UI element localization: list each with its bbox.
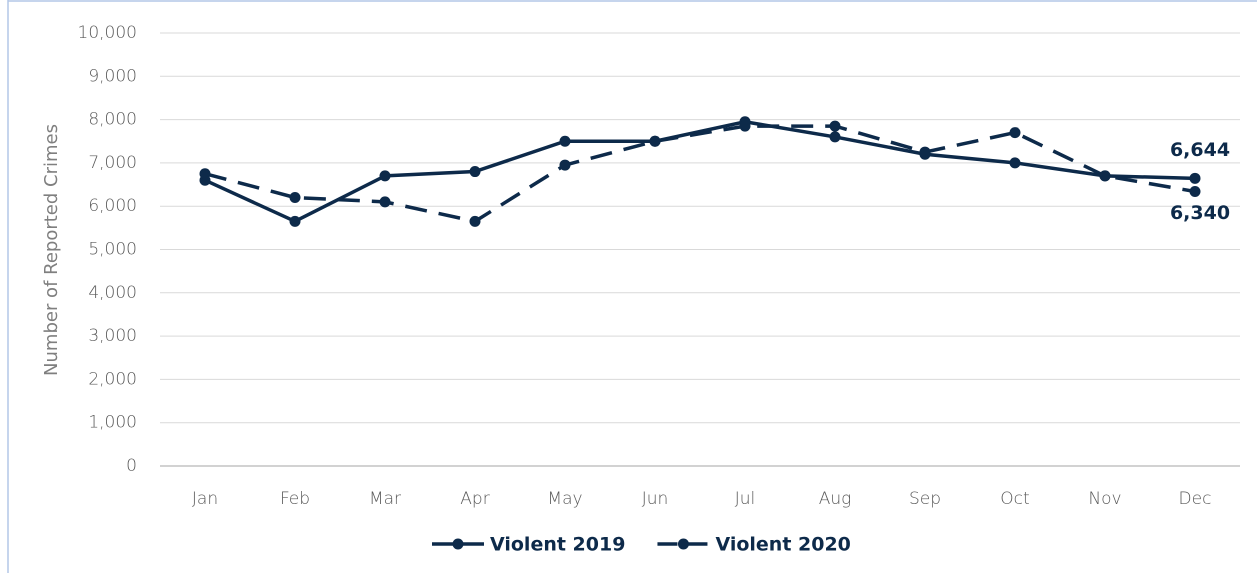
point [559,135,571,147]
point [289,215,301,227]
legend-marker [452,538,464,550]
y-tick-label: 6,000 [88,196,137,216]
point [289,192,301,204]
x-tick-label: Apr [460,489,489,509]
y-tick-label: 9,000 [88,66,137,86]
x-tick-label: May [547,489,582,509]
x-tick-label: Oct [1000,489,1029,509]
point [1009,127,1021,139]
point [1189,172,1201,184]
point [1189,185,1201,197]
point [469,166,481,178]
point [649,135,661,147]
x-tick-label: Sep [909,489,941,509]
y-tick-label: 4,000 [88,283,137,303]
point [829,131,841,143]
y-tick-label: 8,000 [88,110,137,130]
y-tick-label: 1,000 [88,413,137,433]
x-tick-label: Jan [192,489,218,509]
x-tick-label: Dec [1179,489,1212,509]
y-tick-label: 7,000 [88,153,137,173]
point [919,146,931,158]
y-tick-label: 5,000 [88,240,137,260]
x-tick-label: Jul [735,489,756,509]
x-tick-label: Aug [819,489,852,509]
point [739,120,751,132]
legend-marker [677,538,689,550]
y-axis-title: Number of Reported Crimes [41,124,62,376]
data-label: 6,340 [1170,202,1230,224]
legend-label: Violent 2020 [715,534,850,556]
y-tick-label: 10,000 [78,23,137,43]
line [204,124,1196,224]
y-tick-label: 0 [126,456,137,476]
point [379,196,391,208]
legend-label: Violent 2019 [490,534,625,556]
y-tick-label: 3,000 [88,326,137,346]
x-tick-label: Feb [280,489,310,509]
x-tick-label: Nov [1088,489,1121,509]
point [1009,157,1021,169]
y-tick-label: 2,000 [88,369,137,389]
point [199,168,211,180]
x-tick-label: Jun [642,489,669,509]
point [559,159,571,171]
line [204,119,1196,224]
x-tick-label: Mar [369,489,401,509]
point [829,120,841,132]
data-label: 6,644 [1170,139,1230,161]
point [469,215,481,227]
point [379,170,391,182]
point [1099,170,1111,182]
